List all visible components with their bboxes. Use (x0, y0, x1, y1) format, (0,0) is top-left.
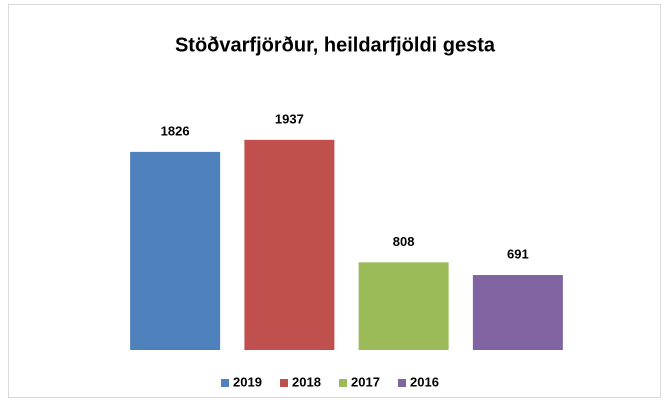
data-label: 808 (393, 234, 415, 249)
chart-title: Stöðvarfjörður, heildarfjöldi gesta (175, 34, 496, 56)
legend-swatch (339, 379, 347, 387)
data-label: 691 (507, 246, 529, 261)
legend-label: 2016 (410, 374, 439, 389)
data-label: 1826 (161, 123, 190, 138)
bar (130, 151, 221, 350)
data-label: 1937 (275, 111, 304, 126)
bar (472, 275, 563, 350)
legend-swatch (398, 379, 406, 387)
bar (244, 139, 335, 350)
legend-swatch (221, 379, 229, 387)
bar (358, 262, 449, 350)
legend-label: 2017 (351, 374, 380, 389)
legend-label: 2019 (233, 374, 262, 389)
legend-label: 2018 (292, 374, 321, 389)
legend-swatch (280, 379, 288, 387)
